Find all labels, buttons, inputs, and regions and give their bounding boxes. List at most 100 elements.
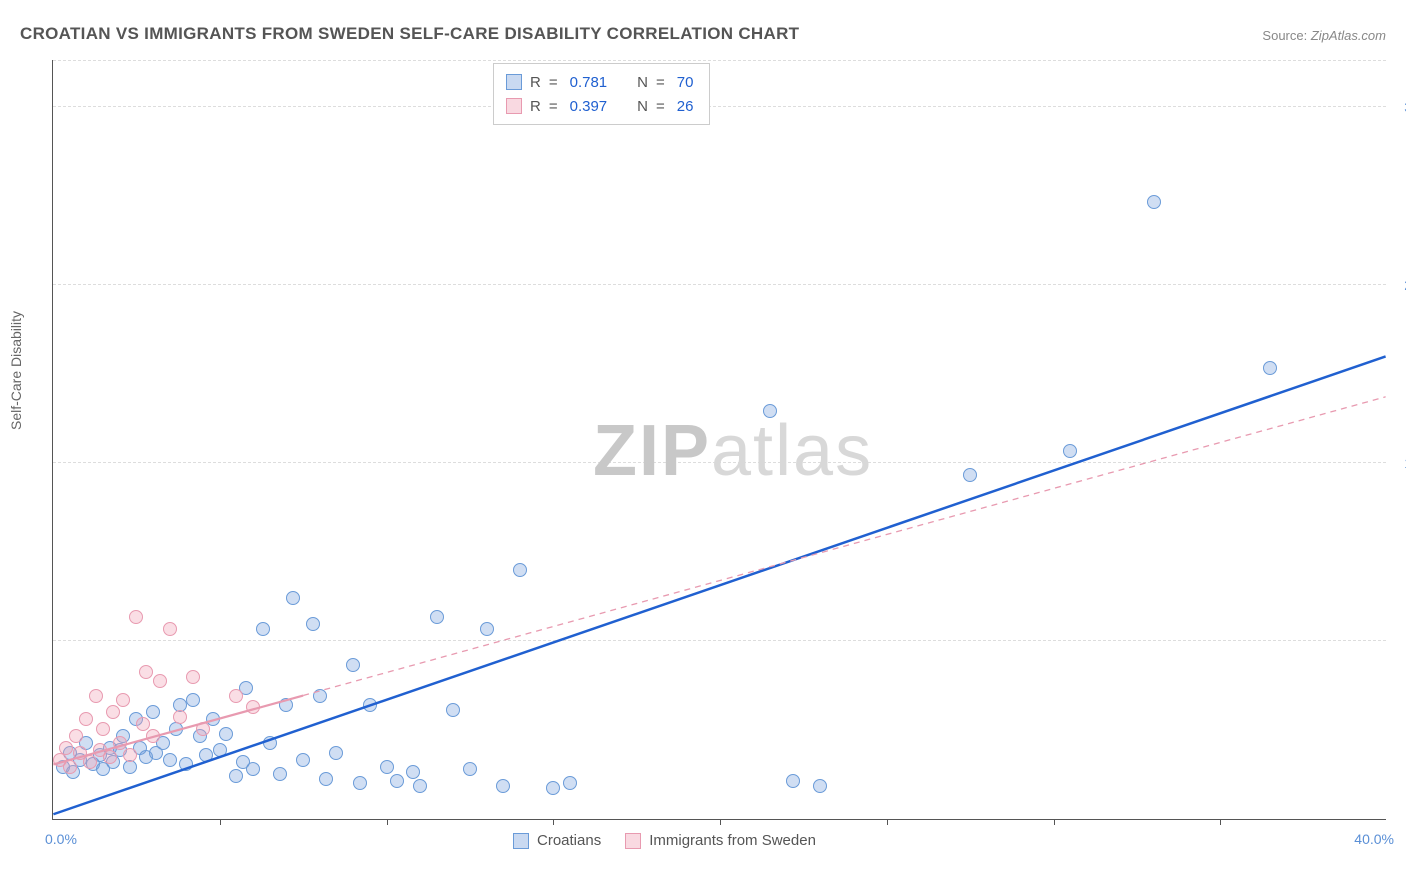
legend-stat-row: R = 0.781 N = 70: [506, 70, 697, 94]
data-point: [213, 743, 227, 757]
data-point: [279, 698, 293, 712]
data-point: [59, 741, 73, 755]
data-point: [446, 703, 460, 717]
data-point: [229, 769, 243, 783]
x-axis-max-label: 40.0%: [1354, 831, 1394, 847]
x-tick: [220, 819, 221, 825]
n-value: 26: [673, 98, 698, 115]
data-point: [513, 563, 527, 577]
data-point: [196, 722, 210, 736]
data-point: [546, 781, 560, 795]
data-point: [1263, 361, 1277, 375]
data-point: [563, 776, 577, 790]
data-point: [136, 717, 150, 731]
data-point: [123, 748, 137, 762]
data-point: [153, 674, 167, 688]
data-point: [296, 753, 310, 767]
data-point: [229, 689, 243, 703]
data-point: [96, 722, 110, 736]
data-point: [219, 727, 233, 741]
data-point: [169, 722, 183, 736]
legend-item-sweden: Immigrants from Sweden: [625, 832, 816, 849]
data-point: [63, 760, 77, 774]
data-point: [313, 689, 327, 703]
data-point: [963, 468, 977, 482]
data-point: [106, 705, 120, 719]
data-point: [146, 729, 160, 743]
x-tick: [720, 819, 721, 825]
x-axis-min-label: 0.0%: [45, 831, 77, 847]
data-point: [179, 757, 193, 771]
legend-item-croatians: Croatians: [513, 832, 601, 849]
y-axis-label: Self-Care Disability: [8, 311, 24, 430]
gridline: [53, 284, 1386, 285]
swatch-icon: [625, 833, 641, 849]
eq: =: [656, 74, 665, 91]
data-point: [786, 774, 800, 788]
r-label: R: [530, 74, 541, 91]
data-point: [173, 710, 187, 724]
watermark: ZIPatlas: [593, 410, 873, 492]
data-point: [813, 779, 827, 793]
data-point: [129, 610, 143, 624]
data-point: [163, 753, 177, 767]
n-label: N: [637, 74, 648, 91]
n-value: 70: [673, 74, 698, 91]
x-tick: [553, 819, 554, 825]
data-point: [256, 622, 270, 636]
data-point: [406, 765, 420, 779]
legend-label: Immigrants from Sweden: [649, 832, 816, 849]
r-value: 0.397: [566, 98, 612, 115]
data-point: [353, 776, 367, 790]
data-point: [430, 610, 444, 624]
legend-stat-row: R=0.397N=26: [506, 94, 697, 118]
data-point: [1063, 444, 1077, 458]
source-label: Source:: [1262, 28, 1307, 43]
data-point: [380, 760, 394, 774]
data-point: [103, 750, 117, 764]
series-legend: Croatians Immigrants from Sweden: [513, 832, 816, 849]
legend-label: Croatians: [537, 832, 601, 849]
data-point: [163, 622, 177, 636]
data-point: [69, 729, 83, 743]
source-attribution: Source: ZipAtlas.com: [1262, 28, 1386, 43]
data-point: [319, 772, 333, 786]
x-tick: [1054, 819, 1055, 825]
data-point: [413, 779, 427, 793]
data-point: [286, 591, 300, 605]
data-point: [146, 705, 160, 719]
data-point: [1147, 195, 1161, 209]
data-point: [199, 748, 213, 762]
swatch-icon: [513, 833, 529, 849]
swatch-icon: [506, 74, 522, 90]
gridline: [53, 640, 1386, 641]
swatch-icon: [506, 98, 522, 114]
eq: =: [549, 98, 558, 115]
data-point: [346, 658, 360, 672]
data-point: [763, 404, 777, 418]
eq: =: [549, 74, 558, 91]
data-point: [79, 712, 93, 726]
data-point: [329, 746, 343, 760]
data-point: [186, 670, 200, 684]
data-point: [113, 736, 127, 750]
r-label: R: [530, 98, 541, 115]
correlation-legend: R=0.781N=70R=0.397N=26: [493, 63, 710, 125]
data-point: [463, 762, 477, 776]
x-tick: [887, 819, 888, 825]
data-point: [263, 736, 277, 750]
data-point: [246, 700, 260, 714]
r-value: 0.781: [566, 74, 612, 91]
data-point: [363, 698, 377, 712]
gridline: [53, 60, 1386, 61]
data-point: [390, 774, 404, 788]
data-point: [246, 762, 260, 776]
eq: =: [656, 98, 665, 115]
source-value: ZipAtlas.com: [1311, 28, 1386, 43]
x-tick: [1220, 819, 1221, 825]
data-point: [116, 693, 130, 707]
data-point: [480, 622, 494, 636]
chart-title: CROATIAN VS IMMIGRANTS FROM SWEDEN SELF-…: [20, 24, 799, 44]
data-point: [306, 617, 320, 631]
data-point: [496, 779, 510, 793]
